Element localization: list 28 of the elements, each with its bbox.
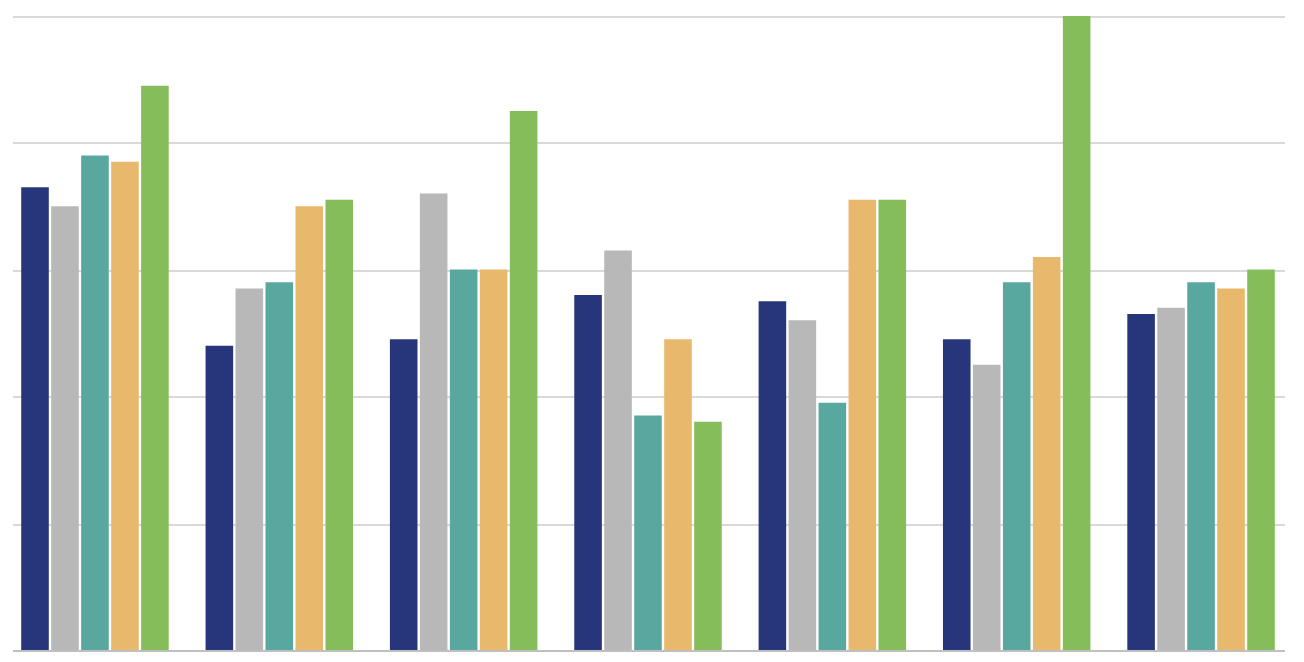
bar (1247, 269, 1275, 650)
bar (325, 199, 354, 650)
bar (878, 199, 907, 650)
bar (295, 206, 324, 650)
bar (141, 85, 169, 650)
bar (389, 339, 418, 650)
bar (449, 269, 478, 650)
bar (758, 301, 787, 650)
bar (21, 187, 49, 650)
bar (1127, 313, 1155, 650)
bar (265, 282, 294, 650)
bar (634, 415, 662, 650)
bar (81, 155, 109, 650)
bar (479, 269, 508, 650)
bar (1062, 16, 1091, 650)
bar (205, 345, 234, 650)
bar (1002, 282, 1031, 650)
bar (694, 421, 722, 650)
bar (664, 339, 692, 650)
bar (111, 161, 139, 650)
bar (1217, 288, 1245, 650)
bar (1032, 256, 1061, 650)
bar (818, 402, 847, 650)
bar (1187, 282, 1215, 650)
bar (848, 199, 877, 650)
bar (942, 339, 971, 650)
bar (509, 111, 538, 650)
bar (574, 294, 602, 650)
